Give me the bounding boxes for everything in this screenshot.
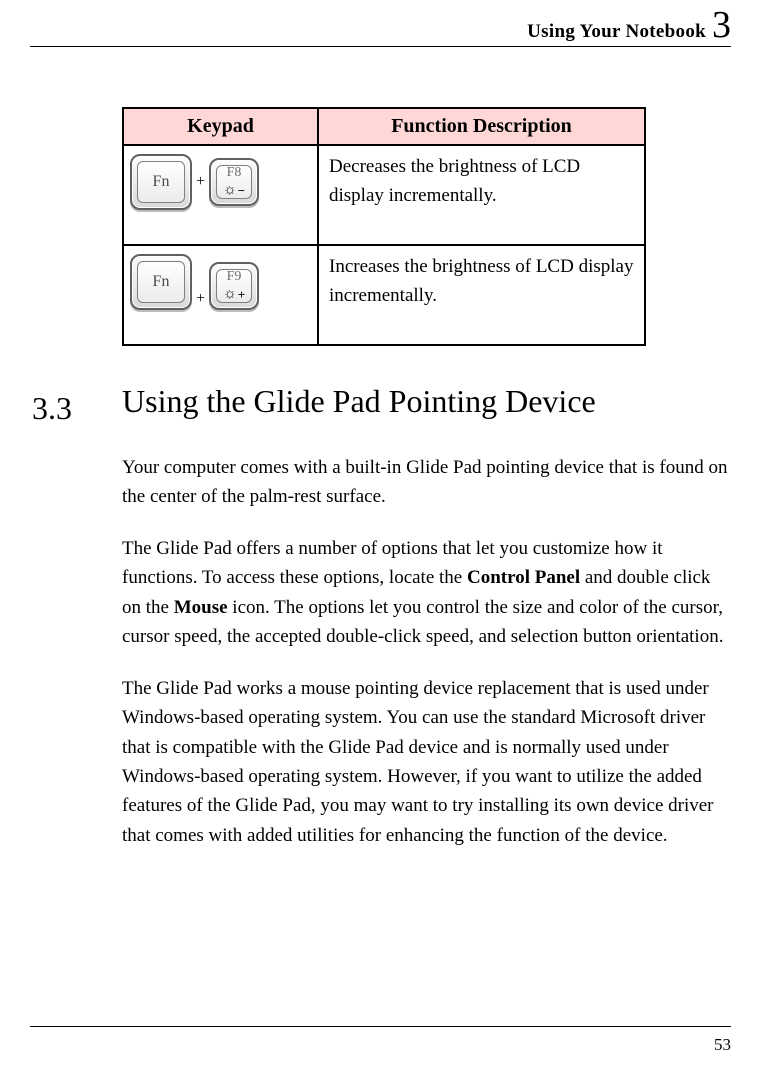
footer-rule (30, 1026, 731, 1027)
key-combo: Fn + F8 ☼− (130, 154, 311, 210)
page-header: Using Your Notebook 3 (30, 0, 731, 44)
fn-key-label: Fn (153, 273, 170, 291)
paragraph: Your computer comes with a built-in Glid… (122, 453, 729, 512)
th-description: Function Description (318, 108, 645, 145)
table-row: Fn + F8 ☼− Decreases the brightness o (123, 145, 645, 245)
fn-key-icon: Fn (130, 154, 192, 210)
brightness-down-icon: ☼− (223, 182, 245, 199)
f9-key-icon: F9 ☼+ (209, 262, 259, 310)
table-row: Fn + F9 ☼+ Increases the brightness o (123, 245, 645, 345)
bold-text: Mouse (174, 597, 228, 618)
page-number: 53 (30, 1035, 731, 1055)
section-title: Using the Glide Pad Pointing Device (122, 384, 731, 419)
section-number: 3.3 (30, 384, 122, 427)
fn-key-table-wrap: Keypad Function Description Fn + (122, 107, 646, 346)
header-rule (30, 46, 731, 47)
th-keypad: Keypad (123, 108, 318, 145)
body-text: Your computer comes with a built-in Glid… (122, 453, 729, 850)
plus-icon: + (194, 290, 207, 310)
key-combo: Fn + F9 ☼+ (130, 254, 311, 310)
plus-icon: + (194, 173, 207, 191)
fn-key-label: Fn (153, 173, 170, 191)
paragraph: The Glide Pad works a mouse pointing dev… (122, 674, 729, 851)
brightness-up-icon: ☼+ (223, 286, 245, 303)
desc-cell: Decreases the brightness of LCD display … (318, 145, 645, 245)
header-title: Using Your Notebook (527, 21, 706, 43)
desc-cell: Increases the brightness of LCD display … (318, 245, 645, 345)
fn-key-icon: Fn (130, 254, 192, 310)
header-chapter-number: 3 (712, 6, 731, 44)
paragraph: The Glide Pad offers a number of options… (122, 534, 729, 652)
keypad-cell: Fn + F8 ☼− (123, 145, 318, 245)
section-heading: 3.3 Using the Glide Pad Pointing Device (30, 384, 731, 427)
fn-key-table: Keypad Function Description Fn + (122, 107, 646, 346)
f9-key-label: F9 (227, 269, 242, 285)
bold-text: Control Panel (467, 567, 580, 588)
page: Using Your Notebook 3 Keypad Function De… (0, 0, 761, 1077)
keypad-cell: Fn + F9 ☼+ (123, 245, 318, 345)
page-footer: 53 (30, 1026, 731, 1055)
f8-key-label: F8 (227, 165, 242, 181)
f8-key-icon: F8 ☼− (209, 158, 259, 206)
